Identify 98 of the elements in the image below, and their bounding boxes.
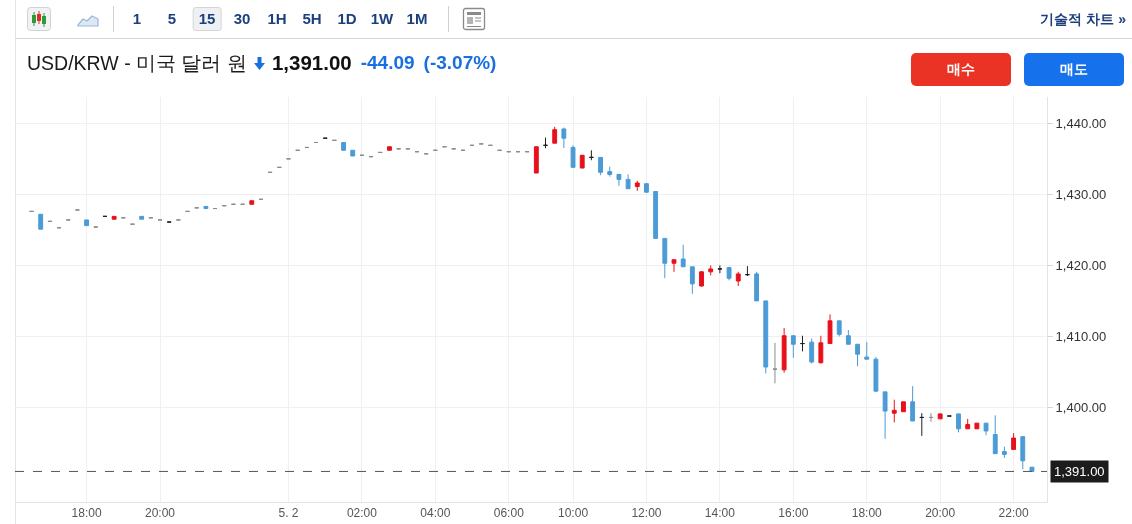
x-tick-label: 04:00 — [420, 506, 451, 521]
candlestick — [543, 137, 548, 149]
x-tick-label: 20:00 — [925, 506, 956, 521]
candlestick — [625, 173, 631, 190]
x-tick-label: 14:00 — [704, 506, 736, 521]
candlestick — [937, 413, 943, 420]
text: 1W — [365, 7, 399, 31]
candlestick — [84, 219, 90, 227]
candlestick — [579, 154, 585, 169]
candlestick — [956, 413, 961, 433]
text: -44.09 — [360, 52, 415, 74]
candlestick — [855, 343, 860, 367]
x-tick-label: 10:00 — [558, 506, 589, 521]
candlestick — [836, 320, 842, 337]
candlestick — [735, 271, 741, 287]
y-tick-label: 1,410.00 — [1055, 329, 1107, 344]
text: (-3.07%) — [423, 52, 497, 74]
text: 15 — [192, 7, 222, 31]
candlestick — [607, 166, 613, 178]
ref-line-label: 1,391.00 — [1054, 464, 1105, 479]
x-tick-label: 22:00 — [998, 506, 1029, 521]
x-tick-label: 18:00 — [851, 506, 883, 521]
candlestick — [588, 149, 594, 161]
candlestick — [671, 259, 677, 273]
candlestick — [249, 200, 255, 205]
candlestick — [818, 335, 824, 364]
candlestick — [341, 141, 347, 151]
candlestick — [689, 266, 695, 295]
text: 매수 — [911, 53, 1011, 86]
candlestick — [974, 422, 980, 430]
candlestick — [1020, 436, 1026, 470]
candlestick — [809, 338, 815, 364]
candlestick — [910, 385, 916, 422]
x-tick-label: 16:00 — [778, 506, 809, 521]
candlestick — [139, 215, 145, 220]
candlestick — [38, 213, 44, 230]
candlestick — [1029, 466, 1035, 472]
candlestick — [781, 327, 787, 374]
candlestick — [350, 149, 356, 157]
candlestick — [873, 356, 879, 393]
x-tick-label: 20:00 — [145, 506, 176, 521]
candlestick — [717, 264, 723, 274]
candlestick — [800, 335, 805, 352]
text: 1 — [127, 7, 147, 31]
y-tick-label: 1,430.00 — [1055, 186, 1107, 202]
candlestick — [882, 391, 888, 440]
candlestick — [616, 173, 622, 187]
text: 5 — [162, 7, 182, 31]
y-tick-label: 1,440.00 — [1055, 115, 1107, 131]
candlestick — [745, 265, 750, 277]
candlestick — [561, 127, 567, 149]
candlestick — [708, 264, 714, 276]
candlestick — [598, 156, 603, 176]
candlestick — [533, 146, 539, 174]
x-tick-label: 12:00 — [631, 506, 662, 521]
candlestick — [983, 422, 989, 436]
y-tick-label: 1,400.00 — [1055, 400, 1107, 416]
candlestick — [790, 335, 796, 359]
candlestick — [772, 342, 778, 384]
candlestick — [901, 401, 906, 413]
text: 매도 — [1024, 53, 1124, 86]
candlestick — [763, 300, 769, 374]
candlestick — [680, 244, 686, 268]
candlestick — [387, 146, 392, 151]
candlestick — [864, 341, 870, 360]
candlestick — [1011, 432, 1017, 450]
candlestick — [726, 266, 732, 281]
candlestick — [845, 329, 851, 345]
x-tick-label: 18:00 — [71, 506, 102, 521]
text: 1,391.00 — [271, 51, 352, 75]
text: 5H — [297, 7, 327, 31]
x-tick-label: 02:00 — [346, 506, 378, 521]
y-tick-label: 1,420.00 — [1055, 257, 1107, 273]
text: 기술적 차트 » — [1040, 10, 1126, 29]
text: 1D — [332, 7, 362, 31]
candlestick — [111, 215, 117, 220]
chart-title: USD/KRW - 미국 달러 원 — [27, 50, 247, 76]
candlestick — [644, 183, 649, 193]
text: 30 — [228, 7, 256, 31]
candlestick — [552, 126, 558, 144]
candlestick — [754, 271, 760, 302]
candlestick — [662, 237, 668, 279]
candlestick — [1001, 446, 1007, 459]
candlestick — [699, 270, 704, 288]
candlestick — [827, 313, 833, 345]
candlestick — [203, 205, 209, 210]
candlestick — [992, 414, 998, 455]
text: 1H — [262, 7, 292, 31]
candlestick — [653, 191, 659, 239]
candlestick — [891, 399, 897, 423]
candlestick — [965, 418, 971, 430]
candlestick — [634, 180, 640, 192]
candlestick — [570, 144, 576, 168]
candlestick — [919, 412, 925, 437]
x-tick-label: 06:00 — [493, 506, 525, 521]
x-tick-label: 5. 2 — [278, 506, 299, 521]
text: 1M — [401, 7, 433, 31]
candlestick — [928, 412, 934, 423]
